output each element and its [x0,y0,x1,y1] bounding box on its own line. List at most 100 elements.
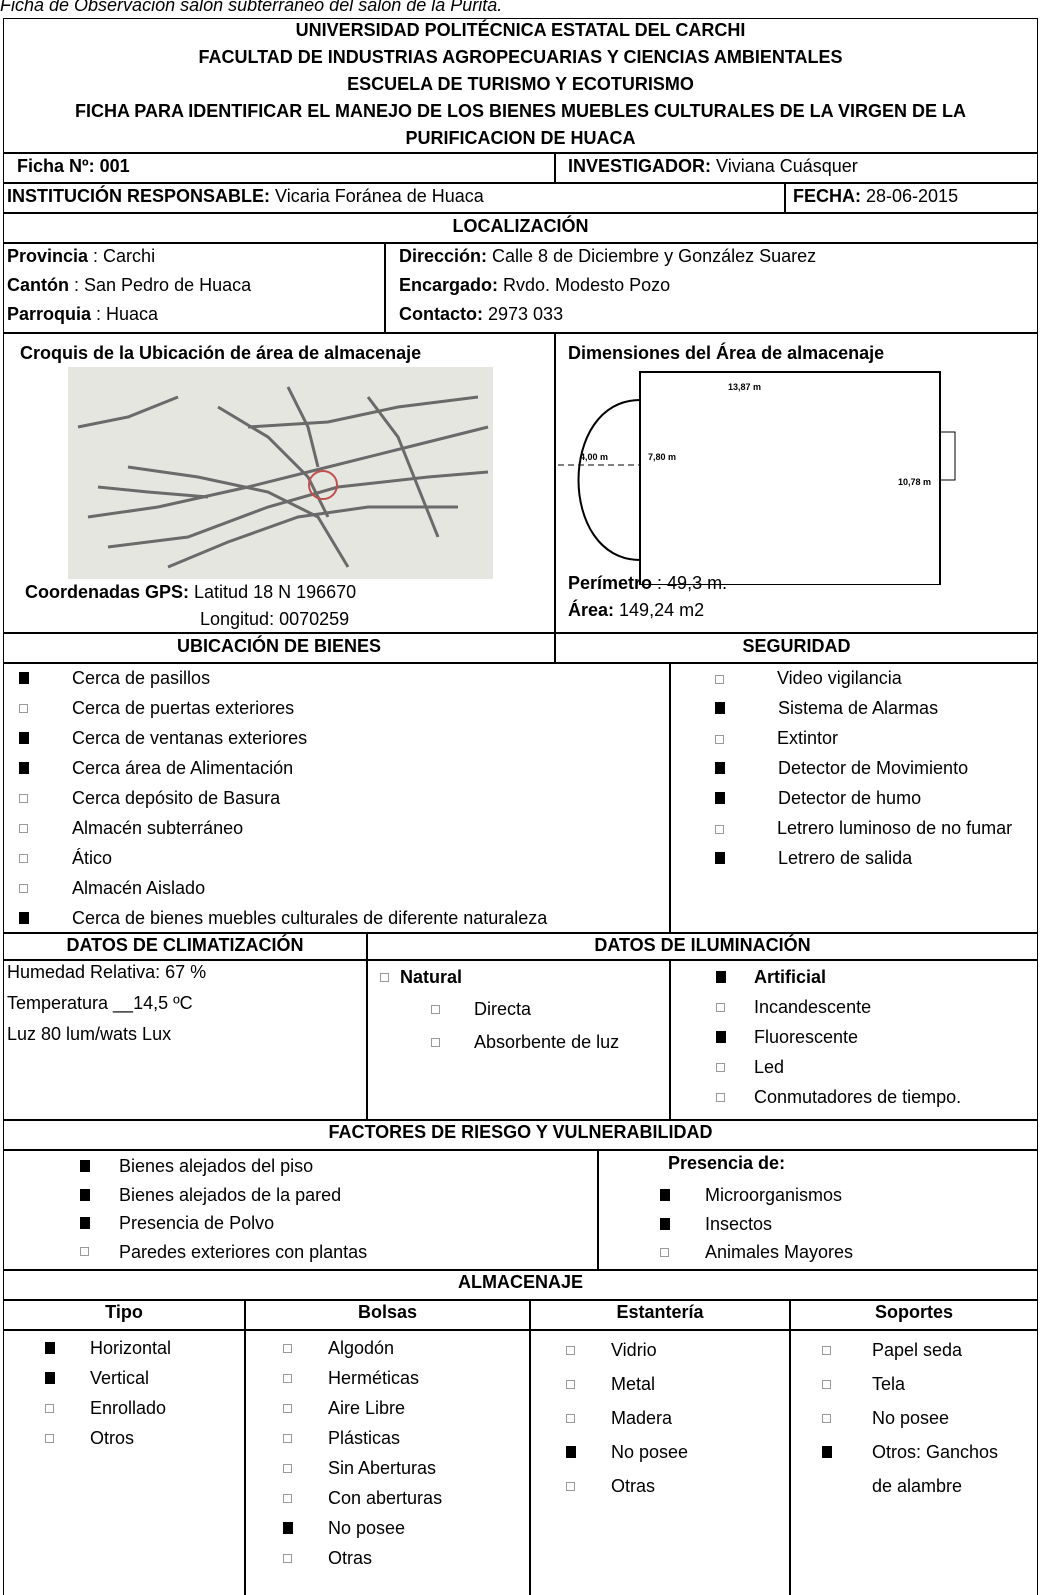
item-text: Microorganismos [705,1185,843,1205]
checkbox-checked [283,1522,293,1534]
item-text: Sin Aberturas [328,1458,437,1478]
checkbox-checked [19,732,29,744]
item-text: Conmutadores de tiempo. [754,1087,962,1107]
cell [785,183,1038,213]
field-value: : Carchi [93,246,156,266]
check-item: Ático [7,843,667,873]
cell [245,1300,530,1330]
cell [3,183,785,213]
field-label: Ficha Nº: 001 [17,156,130,176]
check-item: Paredes exteriores con plantas [75,1238,575,1267]
item-text: Enrollado [90,1398,167,1418]
text: DATOS DE CLIMATIZACIÓN [66,935,304,955]
check-item: Directa [425,993,665,1026]
cell [530,1300,790,1330]
checkbox [80,1247,89,1257]
map-road [107,470,489,549]
text: Estantería [616,1302,704,1322]
cell [3,333,555,633]
check-item: Letrero de salida [707,843,1032,873]
item-text: Cerca depósito de Basura [72,788,281,808]
item-text: No posee [872,1408,950,1428]
checkbox [19,853,28,863]
item-text: Letrero luminoso de no fumar [777,818,1013,838]
check-item: Con aberturas [247,1483,502,1513]
checkbox [19,883,28,893]
cell [3,243,385,333]
item-text: Tela [872,1374,906,1394]
field: Provincia: Carchi [7,246,155,267]
checklist: Directa Absorbente de luz [425,993,665,1059]
checkbox-checked [822,1446,832,1458]
field: Contacto: 2973 033 [399,304,563,325]
cell [3,1300,245,1330]
item-text: Otras [328,1548,373,1568]
check-item: Sistema de Alarmas [707,693,1032,723]
field-label: INVESTIGADOR: [568,156,712,176]
checkbox [283,1553,292,1563]
check-item: Herméticas [247,1363,502,1393]
checklist: Papel seda Tela No posee Otros: Ganchos de … [792,1333,1010,1503]
text: FACTORES DE RIESGO Y VULNERABILIDAD [328,1122,713,1142]
checkbox-checked [19,912,29,924]
checkbox-checked [566,1446,576,1458]
cell [670,663,1038,933]
item-text: Otros: Ganchos de alambre [872,1442,999,1496]
check-item: Animales Mayores [655,1238,1025,1267]
checkbox [283,1343,292,1353]
checklist: Incandescente Fluorescente Led Conmutadores… [710,992,1035,1112]
map-image [68,367,493,579]
map-road [366,396,440,538]
field: Área: 149,24 m2 [568,600,704,621]
check-item: Natural [380,962,462,992]
checkbox-checked [45,1342,55,1354]
checkbox [822,1345,831,1355]
check-item: Cerca área de Alimentación [7,753,667,783]
item-text: Ático [72,848,113,868]
map-road [97,485,209,499]
check-item: Cerca de pasillos [7,663,667,693]
check-item: Metal [532,1367,762,1401]
text: SEGURIDAD [742,636,851,656]
checkbox [19,793,28,803]
field-value: : San Pedro de Huaca [74,275,252,295]
checklist: Vidrio Metal Madera No posee Otras [532,1333,762,1503]
checkbox-checked [19,762,29,774]
map-marker [308,470,338,500]
field-label: Área: [568,600,615,620]
field-label: Encargado: [399,275,499,295]
text: Longitud: 0070259 [200,609,350,629]
item-text: No posee [611,1442,689,1462]
item-text: Aire Libre [328,1398,406,1418]
checkbox-checked [80,1188,90,1201]
text: Luz 80 lum/wats Lux [7,1024,172,1044]
check-item: Sin Aberturas [247,1453,502,1483]
checkbox [431,1038,440,1047]
item-text: Otras [611,1476,656,1496]
field-label: Cantón [7,275,69,295]
field-label: Contacto: [399,304,483,324]
check-item: Absorbente de luz [425,1026,665,1059]
field: Ficha Nº: 001 [17,156,130,177]
text: UNIVERSIDAD POLITÉCNICA ESTATAL DEL CARC… [295,20,746,40]
item-text: Incandescente [754,997,872,1017]
checkbox-checked [716,1031,726,1043]
checkbox-checked [716,971,726,983]
checkbox [716,1092,725,1102]
checkbox [660,1247,669,1257]
item-text: No posee [328,1518,406,1538]
checkbox [431,1005,440,1014]
cell [3,1120,1038,1150]
map-bg [68,367,493,579]
item-text: Fluorescente [754,1027,859,1047]
field-value: Calle 8 de Diciembre y González Suarez [492,246,817,266]
text: Humedad Relativa: 67 % [7,962,207,982]
check-item: Cerca de ventanas exteriores [7,723,667,753]
checkbox [283,1433,292,1443]
gps: Coordenadas GPS: Latitud 18 N 196670 [25,582,356,603]
item-text: Cerca área de Alimentación [72,758,294,778]
checkbox-checked [660,1217,670,1230]
check-item: Tela [792,1367,1010,1401]
item-text: Almacén Aislado [72,878,206,898]
text: Presencia de: [668,1153,786,1173]
